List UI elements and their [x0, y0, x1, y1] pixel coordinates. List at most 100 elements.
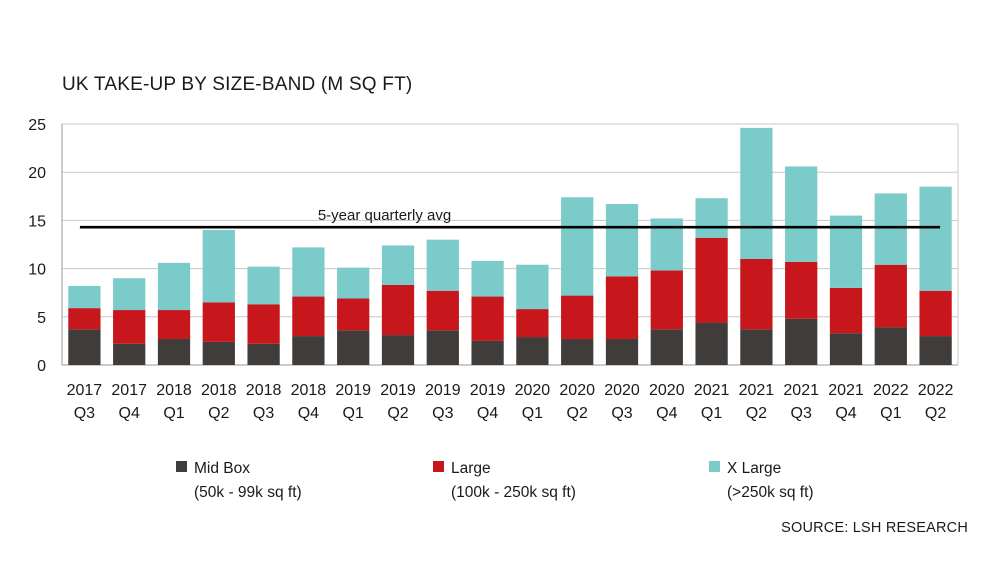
x-tick-year: 2019	[425, 382, 461, 399]
x-tick-quarter: Q3	[74, 405, 95, 422]
x-tick-year: 2020	[604, 382, 640, 399]
bar-mid-box	[785, 318, 818, 365]
bar-large	[247, 304, 280, 344]
legend-label-large: Large	[451, 460, 491, 477]
bar-x-large	[740, 127, 773, 259]
bar-mid-box	[247, 343, 280, 365]
bar-large	[337, 298, 370, 331]
bar-mid-box	[381, 335, 415, 365]
x-tick-year: 2018	[201, 382, 237, 399]
bar-large	[157, 310, 191, 339]
x-tick-quarter: Q2	[208, 405, 229, 422]
bar-x-large	[919, 186, 952, 291]
bar-mid-box	[516, 337, 549, 365]
bar-x-large	[337, 267, 370, 299]
x-tick-quarter: Q2	[746, 405, 767, 422]
bar-large	[919, 290, 952, 337]
x-tick-quarter: Q1	[522, 405, 543, 422]
bar-x-large	[516, 264, 549, 310]
x-tick-quarter: Q3	[611, 405, 632, 422]
x-tick-year: 2017	[111, 382, 147, 399]
bar-mid-box	[426, 330, 459, 365]
x-tick-year: 2021	[828, 382, 864, 399]
bar-large	[202, 302, 235, 342]
bar-large	[516, 309, 549, 338]
bar-x-large	[247, 266, 280, 305]
x-tick-year: 2020	[649, 382, 685, 399]
bar-x-large	[113, 278, 146, 311]
bar-mid-box	[874, 327, 907, 365]
bar-mid-box	[605, 338, 639, 365]
y-tick-label: 5	[37, 310, 46, 327]
x-tick-year: 2017	[67, 382, 103, 399]
y-tick-label: 15	[28, 213, 46, 230]
bar-mid-box	[561, 338, 594, 365]
x-tick-year: 2018	[246, 382, 282, 399]
x-tick-year: 2020	[559, 382, 595, 399]
x-tick-quarter: Q4	[835, 405, 856, 422]
x-tick-year: 2018	[291, 382, 327, 399]
bar-mid-box	[650, 329, 683, 365]
bar-mid-box	[202, 341, 235, 365]
bars	[68, 127, 952, 365]
bar-mid-box	[157, 338, 191, 365]
legend-sublabel-large: (100k - 250k sq ft)	[451, 484, 576, 501]
bar-large	[829, 287, 863, 334]
bar-large	[561, 295, 594, 339]
x-tick-year: 2022	[873, 382, 909, 399]
bar-large	[740, 258, 773, 330]
bar-mid-box	[337, 330, 370, 365]
y-tick-label: 25	[28, 117, 46, 134]
bar-mid-box	[829, 333, 863, 365]
x-tick-year: 2018	[156, 382, 192, 399]
x-tick-year: 2019	[470, 382, 506, 399]
x-tick-quarter: Q1	[343, 405, 364, 422]
x-tick-quarter: Q4	[656, 405, 677, 422]
x-tick-quarter: Q4	[298, 405, 319, 422]
y-tick-label: 20	[28, 165, 46, 182]
x-tick-year: 2021	[739, 382, 775, 399]
bar-x-large	[695, 198, 728, 238]
x-tick-year: 2021	[783, 382, 819, 399]
x-tick-year: 2019	[335, 382, 371, 399]
legend-swatch-mid-box	[176, 461, 187, 472]
bar-mid-box	[695, 322, 728, 365]
x-tick-year: 2022	[918, 382, 954, 399]
legend-swatch-large	[433, 461, 444, 472]
bar-x-large	[785, 166, 818, 262]
bar-large	[785, 261, 818, 319]
bar-mid-box	[919, 336, 952, 365]
reference-line-label: 5-year quarterly avg	[318, 207, 451, 224]
legend-label-mid-box: Mid Box	[194, 460, 250, 477]
legend-sublabel-x-large: (>250k sq ft)	[727, 484, 814, 501]
bar-large	[426, 290, 459, 331]
bar-large	[605, 276, 639, 339]
bar-mid-box	[292, 336, 325, 365]
y-tick-label: 0	[37, 358, 46, 375]
bar-mid-box	[68, 329, 101, 365]
x-tick-quarter: Q4	[477, 405, 498, 422]
x-tick-quarter: Q3	[253, 405, 274, 422]
x-tick-quarter: Q2	[387, 405, 408, 422]
source-note: SOURCE: LSH RESEARCH	[781, 520, 968, 536]
x-tick-quarter: Q4	[119, 405, 140, 422]
y-tick-label: 10	[28, 262, 46, 279]
x-tick-quarter: Q1	[701, 405, 722, 422]
reference-line-group: 5-year quarterly avg	[79, 207, 941, 229]
bar-x-large	[471, 260, 504, 297]
bar-x-large	[381, 245, 415, 285]
y-axis-ticks: 0 5 10 15 20 25	[28, 117, 46, 375]
bar-large	[874, 264, 907, 328]
x-axis-ticks: 2017 Q3 2017 Q4 2018 Q1 2018 Q2 2018 Q3 2018 Q4 2019…	[67, 382, 954, 422]
bar-x-large	[202, 230, 235, 303]
bar-mid-box	[471, 340, 504, 365]
bar-x-large	[874, 193, 907, 265]
grid-lines	[61, 123, 959, 366]
chart-title: UK TAKE-UP BY SIZE-BAND (M SQ FT)	[62, 74, 413, 95]
bar-x-large	[426, 239, 459, 291]
bar-x-large	[605, 204, 639, 277]
legend-sublabel-mid-box: (50k - 99k sq ft)	[194, 484, 302, 501]
bar-large	[292, 296, 325, 337]
x-tick-year: 2020	[515, 382, 551, 399]
